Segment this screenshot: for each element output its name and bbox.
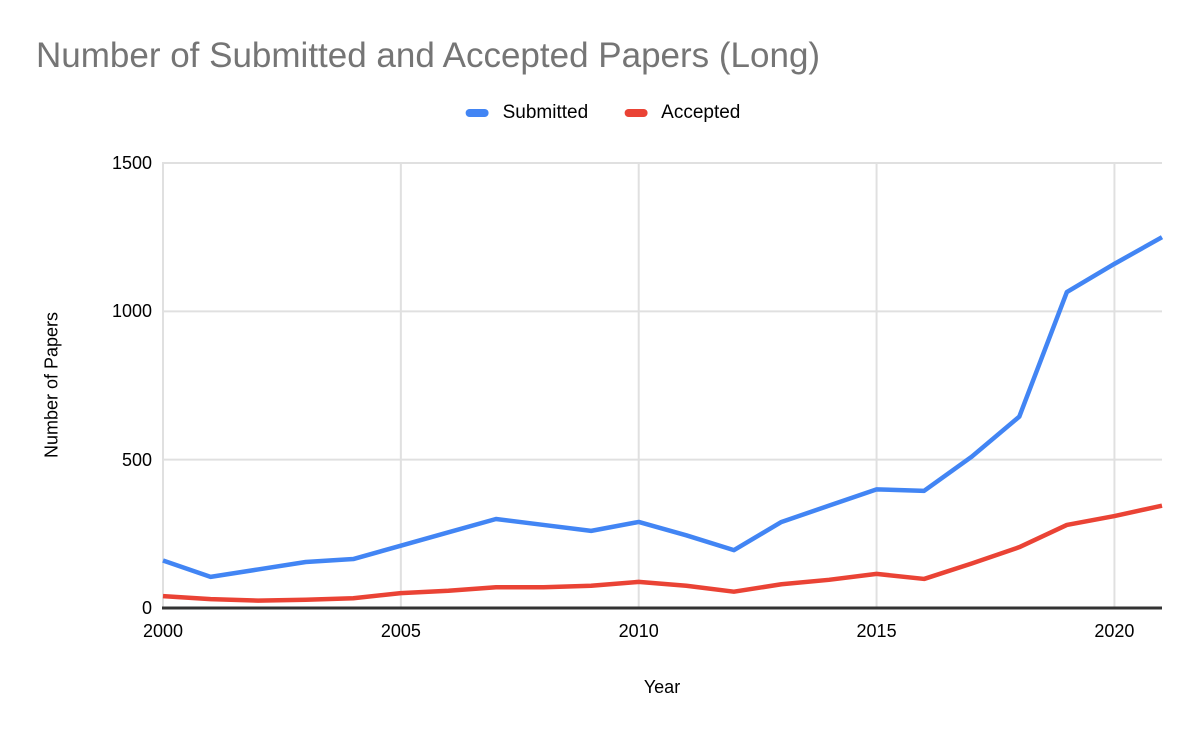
x-tick-label: 2020 xyxy=(1094,621,1135,641)
legend-swatch-icon xyxy=(624,109,648,117)
legend: Submitted Accepted xyxy=(465,102,740,124)
y-tick-label: 500 xyxy=(121,449,152,470)
legend-label: Submitted xyxy=(502,102,589,123)
chart-title: Number of Submitted and Accepted Papers … xyxy=(36,36,821,75)
series-line-accepted xyxy=(162,503,1163,603)
x-tick-label: 2010 xyxy=(618,621,659,641)
x-tick-label: 2000 xyxy=(142,621,184,641)
y-axis-title: Number of Papers xyxy=(41,311,62,459)
x-axis-title: Year xyxy=(643,677,681,697)
legend-item-submitted: Submitted xyxy=(465,102,589,124)
x-tick-label: 2005 xyxy=(380,621,421,641)
y-tick-label: 1000 xyxy=(111,301,152,322)
series-line-submitted xyxy=(162,235,1164,580)
y-tick-label: 0 xyxy=(141,598,152,618)
legend-item-accepted: Accepted xyxy=(624,102,740,124)
legend-swatch-icon xyxy=(465,109,489,117)
y-tick-label: 1500 xyxy=(111,153,152,173)
x-tick-label: 2015 xyxy=(856,621,897,641)
legend-label: Accepted xyxy=(661,102,741,123)
